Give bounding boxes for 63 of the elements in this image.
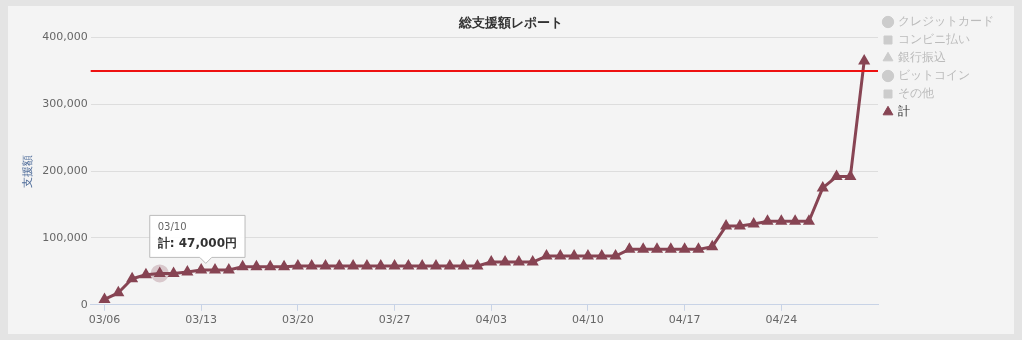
y-axis-title: 支援額 (21, 154, 35, 188)
point (389, 260, 400, 270)
point (500, 256, 511, 266)
point (196, 264, 207, 274)
x-tick-label: 03/27 (378, 313, 411, 327)
point (693, 243, 704, 253)
point (762, 215, 773, 225)
x-tick-label: 04/10 (572, 313, 604, 327)
chart-title: 総支援額レポート (458, 15, 563, 31)
point (472, 260, 483, 270)
point (486, 256, 497, 266)
point (431, 260, 441, 270)
point (348, 260, 359, 270)
point (320, 260, 331, 270)
x-tick-label: 04/03 (475, 313, 508, 327)
point (748, 218, 759, 228)
point (306, 260, 317, 270)
point (555, 250, 566, 260)
point (776, 215, 787, 225)
y-tick-label: 300,000 (42, 97, 88, 111)
x-tick-label: 03/06 (88, 313, 121, 327)
point (679, 243, 690, 253)
point (817, 182, 828, 192)
point (541, 250, 552, 260)
point (610, 250, 621, 260)
point (223, 264, 234, 274)
point (638, 243, 649, 253)
point (859, 55, 870, 65)
point (734, 220, 745, 230)
point (721, 220, 732, 230)
x-tick-label: 04/24 (765, 313, 798, 327)
point (513, 256, 524, 266)
y-tick-label: 200,000 (42, 164, 88, 178)
point (361, 260, 372, 270)
point (458, 260, 469, 270)
x-tick-label: 03/20 (282, 313, 314, 327)
point (624, 243, 635, 253)
point (527, 256, 538, 266)
x-tick-label: 03/13 (185, 313, 218, 327)
point (845, 171, 856, 181)
point (210, 264, 220, 274)
point (334, 260, 345, 270)
point (417, 260, 428, 270)
point (375, 260, 386, 270)
point (652, 243, 662, 253)
point (444, 260, 455, 270)
point (803, 215, 814, 225)
point (665, 243, 676, 253)
x-tick-label: 04/17 (668, 313, 701, 327)
point (403, 260, 414, 270)
y-tick-label: 400,000 (42, 30, 88, 44)
point (182, 266, 193, 276)
point (292, 260, 303, 270)
y-tick-label: 100,000 (42, 230, 88, 244)
legend-label: 計 (898, 104, 910, 119)
y-tick-label: 0 (80, 297, 88, 311)
point (168, 267, 179, 277)
point (582, 250, 593, 260)
point (596, 250, 607, 260)
point (99, 293, 110, 303)
point (790, 215, 801, 225)
annotation: 03/10 計: 47,000円 (156, 221, 238, 250)
point (569, 250, 580, 260)
